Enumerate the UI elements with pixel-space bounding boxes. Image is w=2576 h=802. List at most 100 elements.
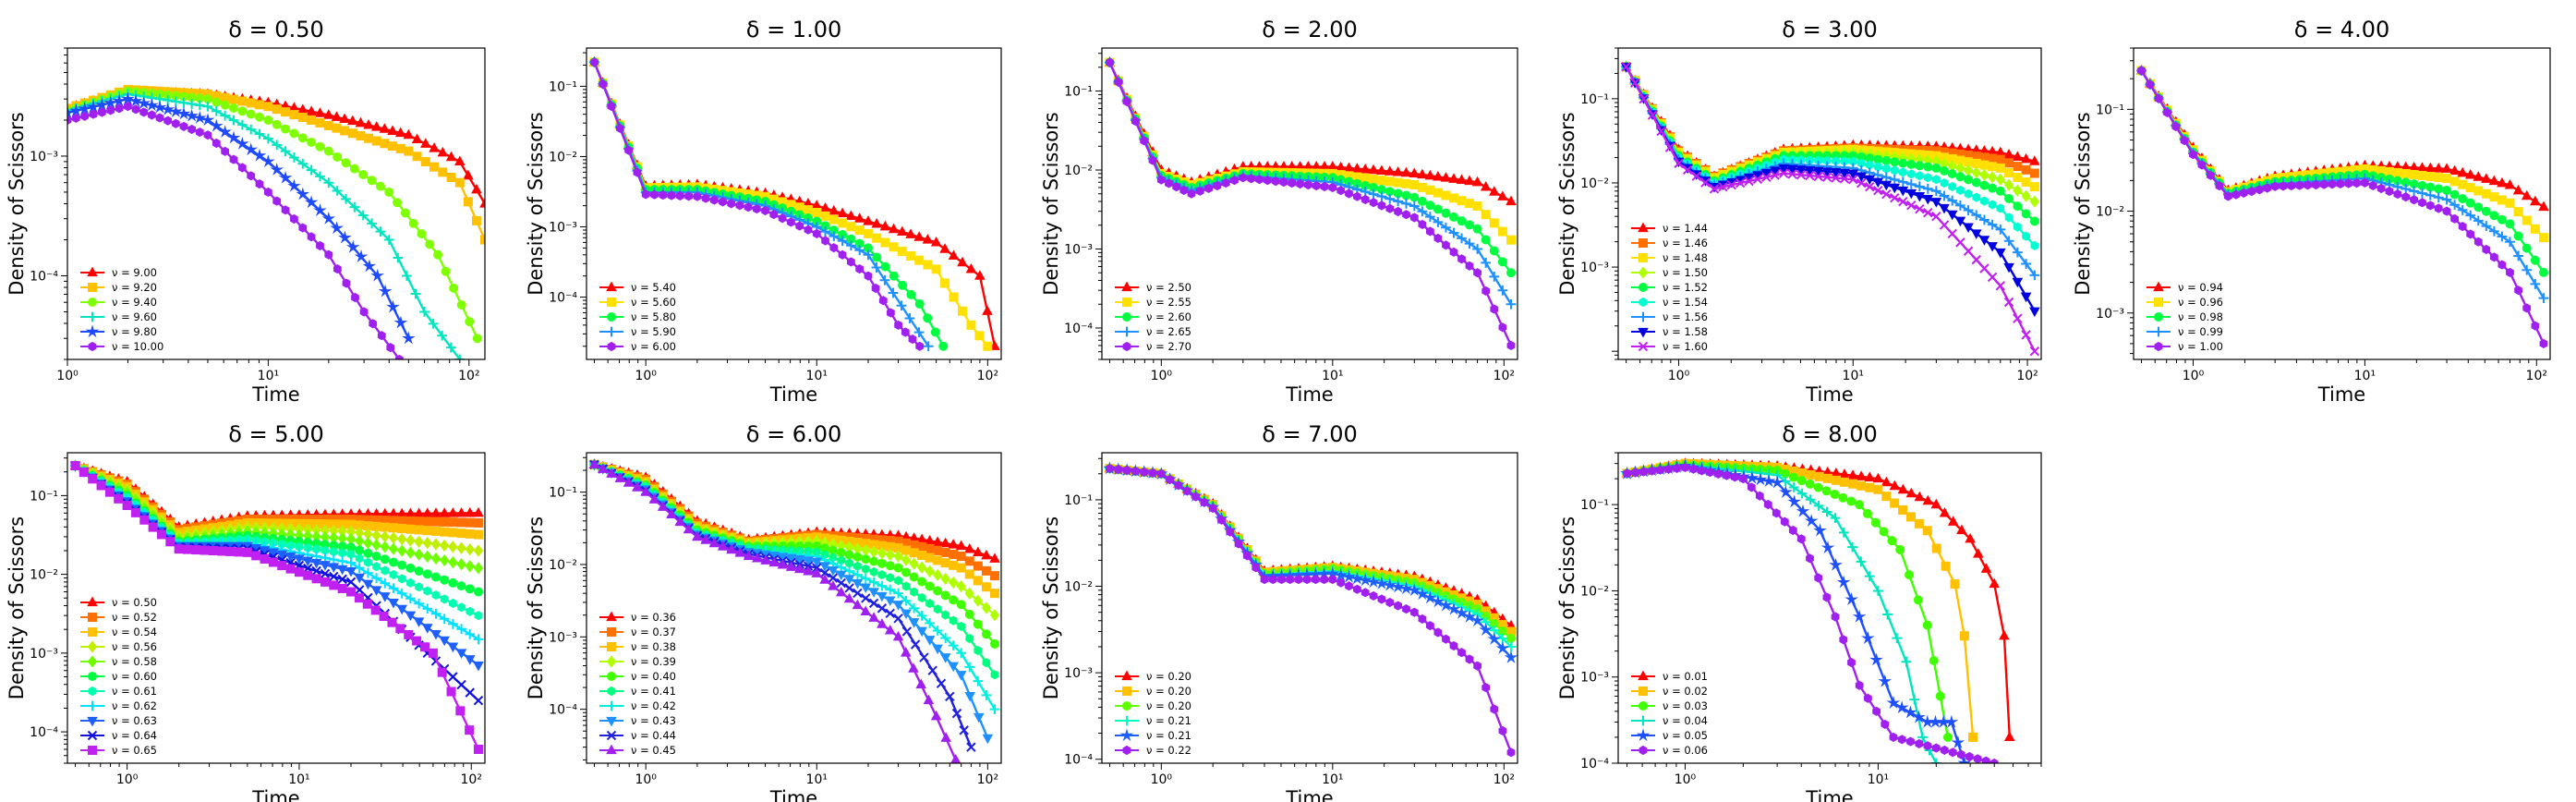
data-point xyxy=(2022,231,2030,241)
data-point xyxy=(880,261,890,272)
data-point xyxy=(393,198,403,208)
data-point xyxy=(1457,216,1467,226)
data-point xyxy=(973,619,983,629)
data-point xyxy=(1846,496,1856,506)
legend-marker xyxy=(607,312,616,322)
data-point xyxy=(868,598,879,609)
data-point xyxy=(369,319,378,329)
data-point xyxy=(2137,66,2146,76)
data-point xyxy=(2513,250,2524,261)
legend-entry: ν = 1.58 xyxy=(1631,325,1708,338)
data-point xyxy=(2410,195,2418,205)
data-point xyxy=(2004,213,2014,223)
data-point xyxy=(371,136,381,146)
data-point xyxy=(1418,219,1427,229)
data-point xyxy=(395,354,404,359)
data-point xyxy=(871,217,882,228)
data-point xyxy=(1761,172,1772,182)
data-point xyxy=(310,558,322,569)
data-point xyxy=(379,123,391,133)
legend-entry: ν = 0.63 xyxy=(80,714,157,727)
data-point xyxy=(397,574,406,584)
x-axis-label: Time xyxy=(1805,383,1853,406)
data-point xyxy=(255,179,264,189)
data-point xyxy=(843,575,855,585)
data-point xyxy=(72,113,80,123)
data-point xyxy=(1393,196,1404,207)
data-point xyxy=(447,507,459,517)
data-point xyxy=(255,100,265,110)
data-point xyxy=(454,177,465,188)
data-point xyxy=(1855,680,1864,690)
legend-marker xyxy=(1122,687,1131,696)
legend-entry: ν = 1.00 xyxy=(2147,340,2223,353)
legend-label: ν = 1.60 xyxy=(1663,340,1708,353)
data-point xyxy=(2530,195,2541,206)
legend: ν = 1.44ν = 1.46ν = 1.48ν = 1.50ν = 1.52… xyxy=(1631,222,1708,353)
y-tick-label: 10⁻² xyxy=(2096,205,2124,220)
data-point xyxy=(211,105,222,116)
data-point xyxy=(684,191,693,201)
data-point xyxy=(2368,180,2377,190)
data-point xyxy=(900,647,912,657)
series-10 xyxy=(588,458,961,763)
y-tick-label: 10⁻⁴ xyxy=(549,703,577,718)
data-point xyxy=(268,548,279,559)
data-point xyxy=(820,211,830,221)
series-9 xyxy=(1621,62,2040,357)
x-tick-label: 10⁰ xyxy=(116,772,139,787)
data-point xyxy=(78,102,92,115)
data-point xyxy=(155,113,164,123)
data-point xyxy=(332,123,342,133)
data-point xyxy=(329,571,339,582)
data-point xyxy=(1385,193,1396,204)
legend-label: ν = 0.20 xyxy=(1146,685,1191,698)
data-point xyxy=(913,327,925,338)
series-line xyxy=(1625,66,2036,352)
legend-label: ν = 0.50 xyxy=(112,596,157,609)
data-point xyxy=(838,249,847,260)
data-point xyxy=(1889,480,1901,491)
data-point xyxy=(803,565,814,576)
data-point xyxy=(925,599,934,609)
legend-label: ν = 0.94 xyxy=(2178,281,2223,294)
data-point xyxy=(932,626,943,636)
y-axis-label: Density of Scissors xyxy=(2072,112,2094,295)
series-5 xyxy=(1106,57,1516,350)
data-point xyxy=(1664,142,1675,152)
data-point xyxy=(1271,176,1280,187)
data-point xyxy=(152,100,167,114)
data-point xyxy=(1944,714,1959,728)
data-point xyxy=(2539,338,2548,348)
data-point xyxy=(323,109,334,119)
data-point xyxy=(917,551,927,561)
data-point xyxy=(949,292,959,302)
data-point xyxy=(2425,182,2436,192)
data-point xyxy=(964,662,975,673)
data-point xyxy=(2409,186,2419,197)
data-point xyxy=(358,169,369,179)
data-point xyxy=(413,617,425,627)
data-point xyxy=(1892,633,1903,644)
data-point xyxy=(289,152,299,163)
data-point xyxy=(405,611,417,622)
data-point xyxy=(2003,148,2014,159)
data-point xyxy=(1748,482,1756,492)
data-point xyxy=(936,678,947,688)
data-point xyxy=(1674,158,1684,169)
data-point xyxy=(1905,178,1917,189)
data-point xyxy=(868,612,879,622)
data-point xyxy=(367,218,377,229)
data-point xyxy=(2465,198,2475,208)
data-point xyxy=(355,545,365,555)
data-point xyxy=(2012,247,2023,258)
data-point xyxy=(860,605,872,615)
data-point xyxy=(1995,281,2006,291)
data-point xyxy=(930,710,942,721)
data-point xyxy=(956,579,966,593)
data-point xyxy=(320,568,331,579)
data-point xyxy=(380,577,391,589)
data-point xyxy=(371,552,381,562)
data-point xyxy=(1426,621,1434,631)
